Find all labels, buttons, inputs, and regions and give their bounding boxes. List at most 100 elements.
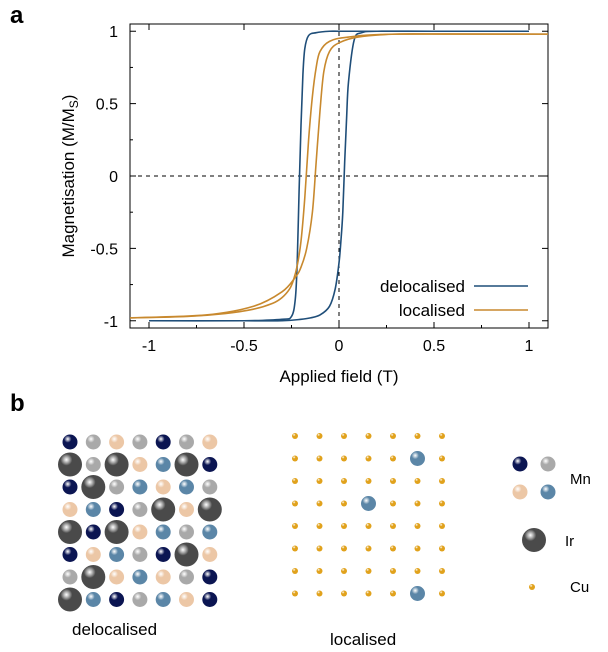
atom-cu: [439, 500, 445, 507]
atom-mn-b: [85, 457, 101, 472]
atom-mn-d: [132, 569, 148, 585]
x-tick-label: -1: [142, 338, 156, 355]
atom-cu: [316, 590, 323, 597]
atom-cu: [414, 568, 421, 574]
atom-mn-a: [155, 547, 171, 562]
atom-cu: [341, 455, 347, 462]
atom-cu: [365, 590, 372, 597]
atom-cu: [365, 545, 372, 552]
atom-cu: [439, 455, 445, 462]
atom-cu: [365, 568, 372, 574]
atom-cu: [341, 433, 347, 439]
atom-mn-c: [155, 569, 171, 585]
atom-cu: [390, 455, 396, 462]
atom-cu: [390, 500, 396, 507]
series-delocalised-branch-2: [148, 30, 529, 322]
caption-localised: localised: [330, 630, 397, 649]
atom-cu: [439, 523, 445, 529]
y-tick-label: 0: [109, 169, 118, 186]
atom-cu: [292, 590, 298, 597]
atom-mn-a: [202, 569, 218, 585]
atom-cu: [414, 545, 421, 552]
atom-ir: [81, 475, 106, 499]
y-tick-label: -0.5: [90, 241, 118, 258]
atom-cu: [316, 545, 323, 552]
atom-mn-b: [132, 592, 148, 607]
atom-mn-d: [85, 592, 101, 607]
atom-cu: [316, 568, 323, 574]
atom-mn-a: [85, 524, 101, 540]
legend-atom-mn-d: [540, 484, 556, 500]
atom-cu: [341, 500, 347, 507]
y-axis-label-close: ): [59, 95, 78, 101]
atom-cu: [390, 568, 396, 574]
x-tick-label: -0.5: [230, 338, 258, 355]
atom-cu: [439, 478, 445, 484]
atom-mn-a: [202, 592, 218, 607]
atom-ir: [174, 452, 199, 477]
atom-mn-a: [62, 434, 78, 450]
x-tick-label: 1: [525, 338, 534, 355]
atom-mn-b: [202, 479, 218, 495]
atom-mn-a: [109, 592, 125, 607]
atom-mn-b: [179, 524, 194, 540]
series-localised-branch-1: [130, 33, 548, 319]
atom-substituted-mn: [410, 586, 425, 601]
atom-mn-b: [109, 479, 125, 495]
atom-ir: [197, 497, 222, 522]
atom-cu: [316, 455, 323, 462]
atom-cu: [365, 433, 372, 439]
legend-atom-ir: [522, 528, 546, 552]
legend-atom-mn-b: [540, 456, 556, 472]
atom-mn-c: [202, 547, 218, 562]
atom-cu: [292, 545, 298, 552]
atom-cu: [439, 545, 445, 552]
atom-mn-a: [62, 547, 78, 562]
atom-cu: [414, 500, 421, 507]
atom-mn-d: [85, 502, 101, 517]
legend-label-mn: Mn: [570, 471, 591, 488]
atom-cu: [390, 433, 396, 439]
atom-cu: [365, 478, 372, 484]
atom-ir: [58, 452, 82, 477]
atom-cu: [439, 433, 445, 439]
atom-mn-b: [85, 434, 101, 450]
x-tick-label: 0.5: [423, 338, 445, 355]
atom-mn-a: [155, 434, 171, 450]
atom-mn-c: [179, 502, 194, 517]
atom-cu: [390, 590, 396, 597]
atom-cu: [292, 523, 298, 529]
atom-mn-a: [62, 479, 78, 495]
atom-cu: [390, 523, 396, 529]
atom-cu: [365, 523, 372, 529]
legend-atom-mn-c: [512, 484, 528, 500]
y-tick-label: -1: [104, 314, 118, 331]
atom-cu: [439, 590, 445, 597]
atom-mn-c: [109, 434, 125, 450]
atom-mn-d: [132, 479, 148, 495]
atom-ir: [58, 520, 82, 544]
atom-cu: [390, 545, 396, 552]
y-axis-label-main: Magnetisation (M/M: [59, 108, 78, 257]
atom-cu: [390, 478, 396, 484]
atom-mn-b: [179, 434, 194, 450]
atom-cu: [341, 523, 347, 529]
atom-ir: [104, 520, 129, 544]
y-axis-label: Magnetisation (M/MS): [59, 95, 81, 258]
atom-cu: [341, 478, 347, 484]
atom-mn-b: [62, 569, 78, 585]
atom-mn-d: [155, 524, 171, 540]
atom-mn-d: [179, 479, 194, 495]
atom-cu: [414, 433, 421, 439]
caption-delocalised: delocalised: [72, 620, 158, 639]
series-delocalised-branch-1: [149, 30, 529, 322]
y-tick-label: 1: [109, 24, 118, 41]
atom-cu: [341, 568, 347, 574]
atom-mn-d: [155, 457, 171, 472]
atom-mn-a: [109, 502, 125, 517]
atom-cu: [292, 500, 298, 507]
legend-label-localised: localised: [399, 301, 465, 320]
atom-mn-b: [132, 547, 148, 562]
atom-mn-c: [132, 457, 148, 472]
